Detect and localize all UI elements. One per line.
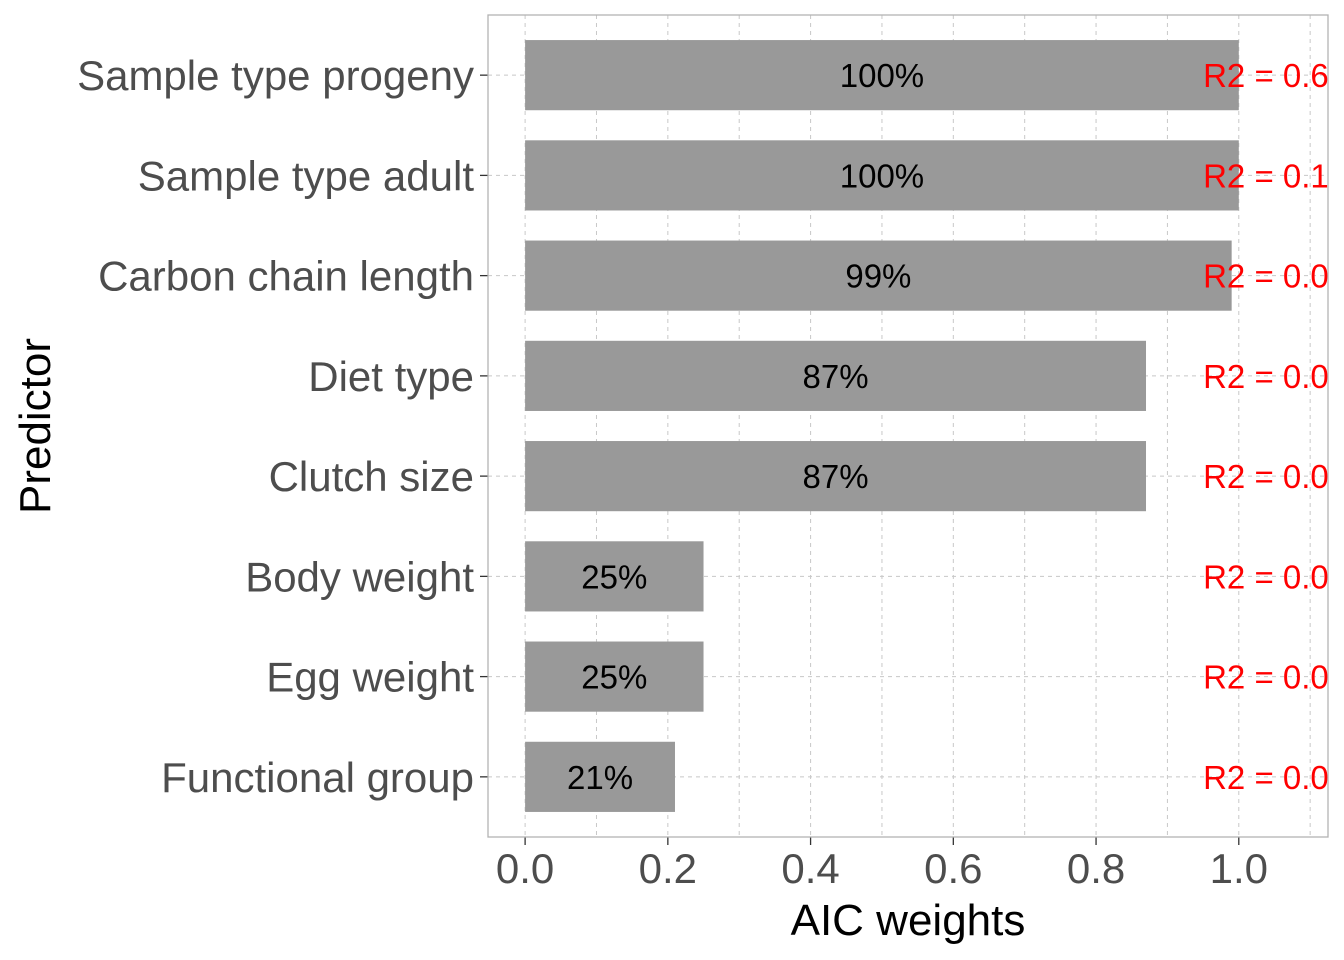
bar-value-label: 25% [581, 558, 647, 595]
y-axis-ticks: Sample type progeny Sample type adult Carb… [77, 52, 488, 801]
bar [525, 441, 1147, 512]
y-tick-label: Body weight [245, 553, 474, 600]
bar-value-label: 87% [803, 358, 869, 395]
bar-value-labels: 100% 100% 99% 87% 87% 25% 25% 21% [567, 57, 924, 796]
y-tick-label: Diet type [308, 353, 474, 400]
r2-annotations: R2 = 0.6 R2 = 0.1 R2 = 0.0 R2 = 0.0 R2 = 0.0… [1203, 57, 1329, 796]
x-tick-label: 0.6 [924, 845, 982, 892]
x-tick-label: 0.0 [496, 845, 554, 892]
bar [525, 240, 1232, 311]
x-axis-ticks: 0.0 0.2 0.4 0.6 0.8 1.0 [496, 837, 1268, 892]
r2-annotation: R2 = 0.0 [1203, 458, 1329, 495]
x-axis-title: AIC weights [791, 896, 1026, 945]
r2-annotation: R2 = 0.0 [1203, 358, 1329, 395]
bar-value-label: 21% [567, 759, 633, 796]
r2-annotation: R2 = 0.1 [1203, 157, 1329, 194]
r2-annotation: R2 = 0.0 [1203, 659, 1329, 696]
bar [525, 340, 1147, 411]
r2-annotation: R2 = 0.0 [1203, 258, 1329, 295]
y-tick-label: Carbon chain length [98, 253, 474, 300]
y-tick-label: Sample type adult [138, 152, 475, 199]
bar [525, 741, 675, 812]
bar [525, 140, 1239, 211]
y-tick-label: Clutch size [269, 453, 474, 500]
x-tick-label: 0.8 [1067, 845, 1125, 892]
bar-value-label: 99% [845, 258, 911, 295]
y-axis-title: Predictor [11, 338, 60, 514]
bar [525, 541, 704, 612]
bar [525, 641, 704, 712]
bar-value-label: 87% [803, 458, 869, 495]
panel-border [487, 14, 1329, 838]
y-tick-label: Egg weight [266, 654, 474, 701]
bar-value-label: 25% [581, 659, 647, 696]
y-tick-label: Functional group [161, 754, 474, 801]
r2-annotation: R2 = 0.0 [1203, 558, 1329, 595]
r2-annotation: R2 = 0.6 [1203, 57, 1329, 94]
bar-value-label: 100% [840, 157, 924, 194]
bar [525, 40, 1239, 111]
x-tick-label: 0.2 [639, 845, 697, 892]
r2-annotation: R2 = 0.0 [1203, 759, 1329, 796]
x-tick-label: 0.4 [781, 845, 839, 892]
bars [525, 40, 1239, 812]
x-tick-label: 1.0 [1210, 845, 1268, 892]
bar-value-label: 100% [840, 57, 924, 94]
y-tick-label: Sample type progeny [77, 52, 474, 99]
